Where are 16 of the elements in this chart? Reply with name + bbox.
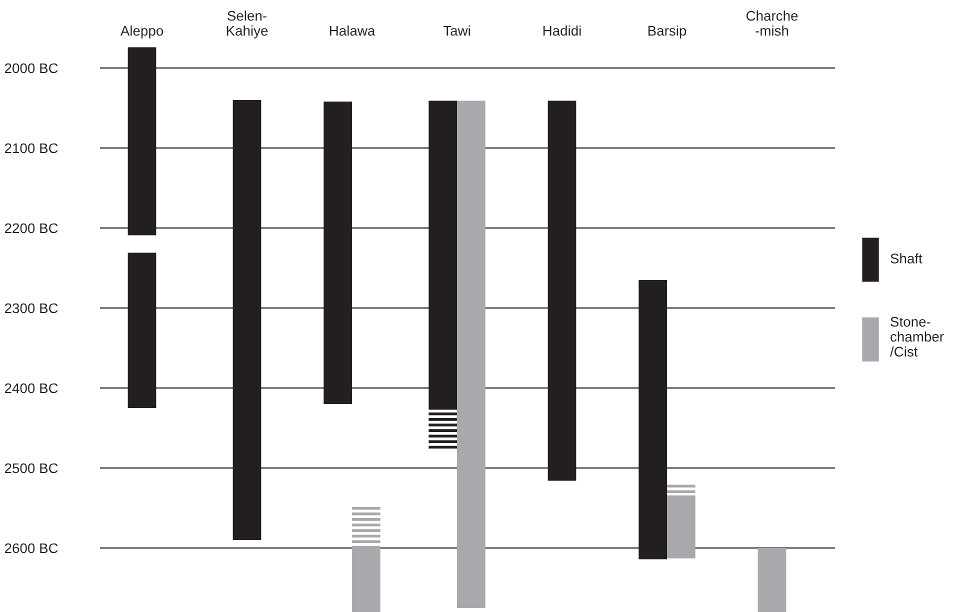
y-tick-label: 2600 BC	[4, 543, 58, 554]
x-tick-label: Hadidi	[543, 25, 581, 36]
x-tick-label: Tawi	[443, 25, 470, 36]
y-tick-label: 2000 BC	[4, 63, 58, 74]
x-tick-label: Halawa	[330, 25, 376, 36]
x-tick-label: Selen- Kahiye	[226, 10, 268, 38]
text: Shaft	[890, 253, 922, 264]
y-tick-label: 2300 BC	[4, 303, 58, 314]
y-tick-label: 2200 BC	[4, 223, 58, 234]
y-tick-label: 2500 BC	[4, 463, 58, 474]
x-tick-label: Charche -mish	[746, 10, 798, 36]
text: Stone- chamber /Cist	[890, 316, 944, 357]
y-tick-label: 2100 BC	[4, 143, 58, 154]
y-tick-label: 2400 BC	[4, 383, 58, 394]
x-tick-label: Barsip	[648, 25, 686, 38]
x-tick-label: Aleppo	[120, 25, 164, 38]
